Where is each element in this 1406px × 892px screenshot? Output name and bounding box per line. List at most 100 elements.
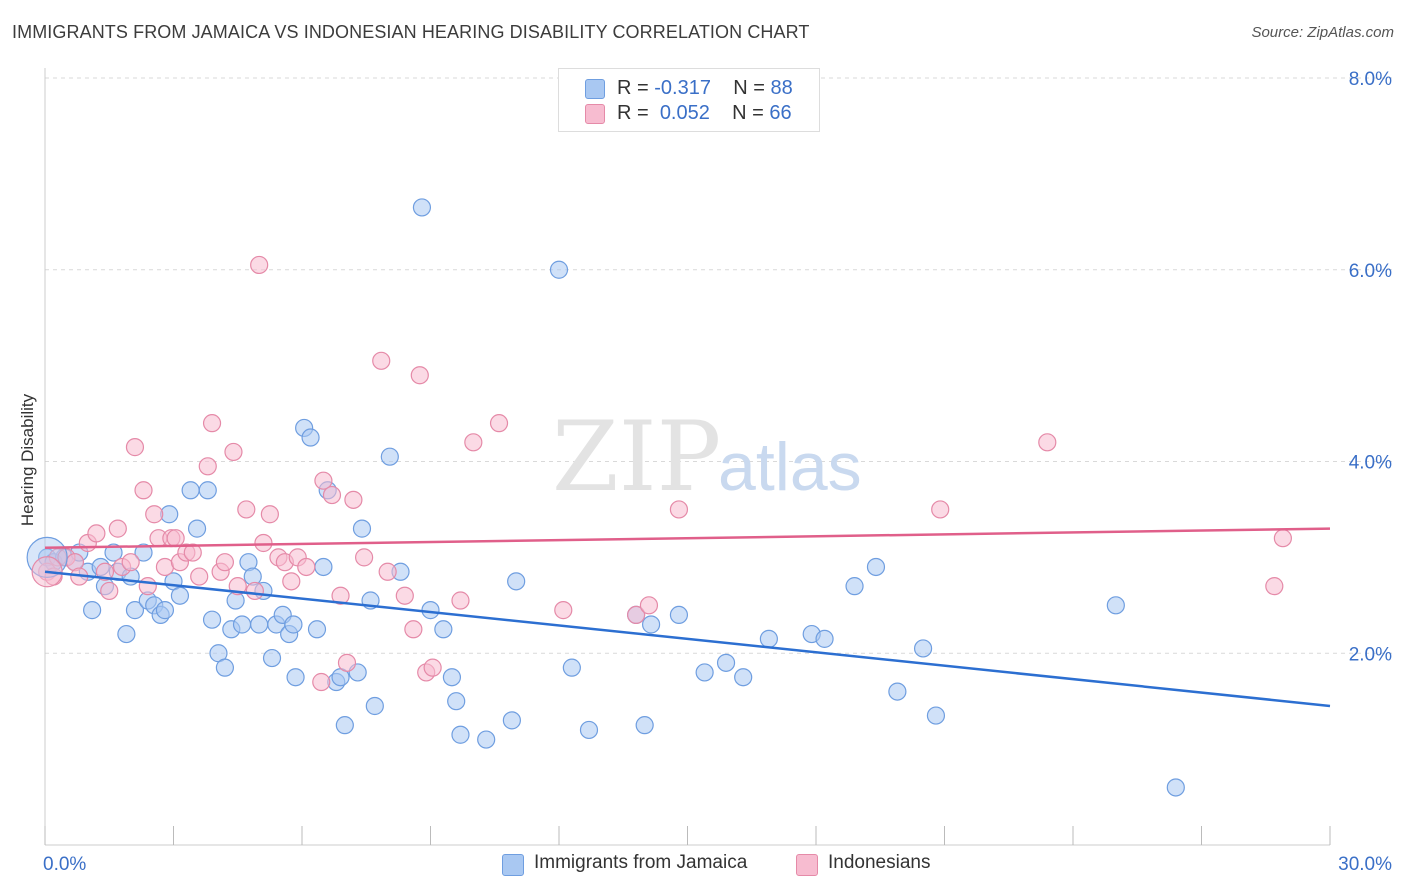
point-jamaica [669,605,689,625]
legend-r-label: R = [617,77,649,99]
legend-r-label: R = [617,102,649,124]
point-jamaica [815,629,834,648]
point-indonesian [237,500,256,519]
watermark-zip: ZIP [552,401,721,513]
x-tick-label: 30.0% [1338,854,1392,875]
legend-swatch-blue [585,79,605,99]
point-jamaica [502,711,521,730]
point-jamaica [412,198,432,217]
point-jamaica [507,572,526,591]
point-jamaica [913,639,933,658]
point-indonesian [423,658,442,677]
point-indonesian [215,553,234,572]
bottom-legend-swatch-blue [502,854,524,876]
point-indonesian [245,581,264,601]
point-indonesian [198,457,217,476]
point-indonesian [639,596,659,615]
bottom-legend-label: Immigrants from Jamaica [534,852,748,873]
point-indonesian [372,351,391,370]
x-tick-label: 0.0% [43,854,86,875]
chart-title: IMMIGRANTS FROM JAMAICA VS INDONESIAN HE… [12,22,810,42]
y-tick-label: 4.0% [1349,453,1392,474]
point-jamaica [365,696,384,716]
point-indonesian [464,433,483,452]
point-indonesian [254,533,273,553]
point-jamaica [335,716,354,735]
legend-r-value: -0.317 [654,77,711,99]
point-indonesian [250,255,269,275]
point-indonesian [410,366,429,385]
point-indonesian [489,414,509,433]
point-indonesian [1273,529,1292,548]
point-indonesian [224,442,243,462]
point-indonesian [404,620,423,639]
point-jamaica [307,620,327,639]
point-indonesian [451,591,470,610]
point-jamaica [866,557,886,577]
legend-n-label: N = [733,77,765,99]
point-jamaica [716,653,736,672]
trend-line-jamaica [44,570,1331,708]
legend-n-label: N = [732,102,764,124]
bottom-legend-swatch-pink [796,854,818,876]
point-jamaica [198,481,217,500]
point-indonesian [125,438,145,457]
point-jamaica [888,682,907,701]
point-jamaica [83,601,102,620]
point-jamaica [215,658,234,677]
point-jamaica [250,615,269,634]
point-indonesian [87,524,106,543]
point-indonesian [395,586,414,605]
watermark-atlas: atlas [718,429,862,505]
point-indonesian [626,605,646,625]
point-jamaica [434,620,453,639]
point-jamaica [117,624,136,644]
point-jamaica [352,519,372,538]
legend-n-value: 88 [770,77,793,99]
point-indonesian [331,586,350,605]
source-label: Source: ZipAtlas.com [1251,24,1394,41]
point-indonesian [554,601,573,620]
point-jamaica [447,692,466,711]
point-jamaica [477,730,496,749]
point-jamaica [284,615,303,634]
point-indonesian [100,581,119,601]
point-jamaica [104,543,123,562]
point-jamaica [301,428,320,447]
point-jamaica [695,663,714,682]
point-indonesian [166,529,185,548]
point-jamaica [421,601,440,620]
point-indonesian [1038,433,1057,452]
point-indonesian [337,653,357,672]
legend-row-text: R = -0.317 N = 88 [617,77,793,100]
point-indonesian [1265,577,1284,596]
legend-n-value: 66 [769,102,792,124]
correlation-legend: R = -0.317 N = 88 R = 0.052 N = 66 [558,68,820,132]
point-jamaica [125,601,145,620]
point-jamaica [635,716,654,735]
point-jamaica [134,543,153,562]
point-jamaica [155,601,175,620]
point-jamaica [579,720,599,740]
point-jamaica [232,615,252,634]
point-jamaica [451,725,470,744]
point-indonesian [355,548,374,567]
watermark: ZIP atlas [552,401,862,513]
tick-labels: 2.0% 4.0% 6.0% 8.0% 0.0% 30.0% [43,69,1392,875]
point-indonesian [931,500,950,519]
legend-row-text: R = 0.052 N = 66 [617,102,792,125]
point-indonesian [108,519,127,538]
trend-line-indonesian [44,527,1331,550]
point-jamaica [286,668,305,687]
point-jamaica [187,519,207,538]
axes [44,68,1331,846]
legend-r-value: 0.052 [659,102,710,124]
point-indonesian [322,485,342,505]
point-indonesian [95,562,115,581]
point-jamaica [181,481,200,500]
point-indonesian [669,500,689,519]
point-indonesian [314,471,333,490]
point-jamaica [314,557,333,577]
point-indonesian [190,567,209,586]
